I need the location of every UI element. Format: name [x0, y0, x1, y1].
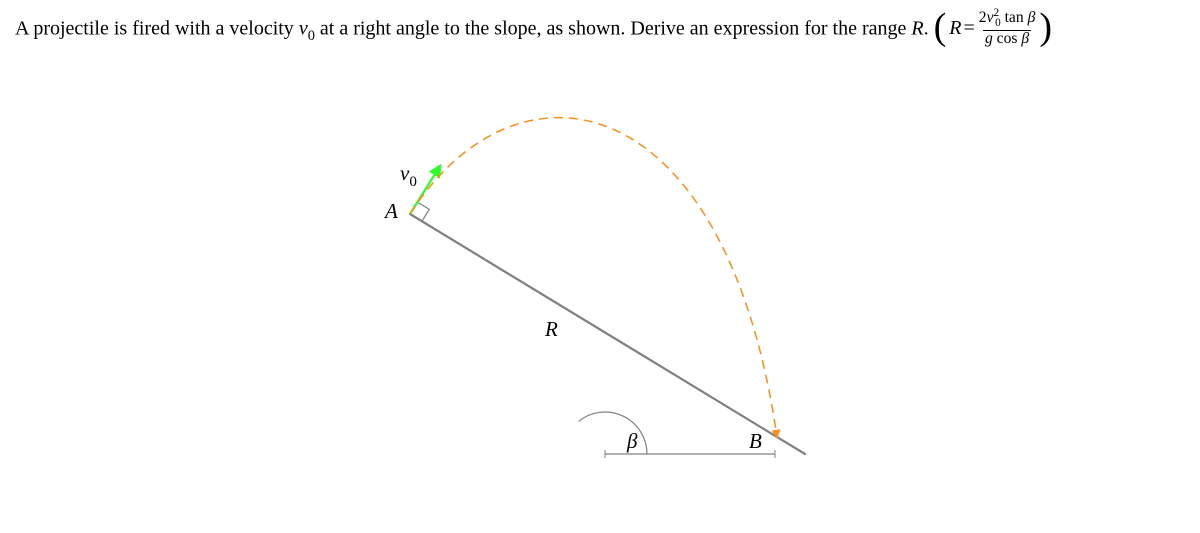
text-part-2: at a right angle to the slope, as shown.…: [315, 17, 911, 39]
label-R: R: [545, 317, 558, 342]
right-paren: ): [1039, 14, 1052, 41]
v0-var: v: [299, 17, 308, 39]
formula-numerator: 2v20 tan β: [977, 8, 1038, 30]
period: .: [924, 17, 934, 39]
num-tan: tan: [1001, 9, 1028, 26]
label-v0-sub: 0: [409, 174, 417, 190]
den-g: g: [985, 30, 993, 47]
num-beta: β: [1028, 9, 1036, 26]
num-2: 2: [979, 9, 987, 26]
figure-svg: [15, 59, 1185, 489]
problem-statement: A projectile is fired with a velocity v0…: [15, 10, 1185, 49]
formula-fraction: 2v20 tan β g cos β: [977, 8, 1038, 47]
label-v0: v0: [400, 161, 417, 190]
text-part-1: A projectile is fired with a velocity: [15, 17, 299, 39]
R-var: R: [911, 17, 923, 39]
v0-sub: 0: [308, 28, 315, 44]
den-beta: β: [1021, 30, 1029, 47]
figure: v0 A R β B: [15, 59, 1185, 489]
label-A: A: [385, 199, 398, 224]
formula-eq: =: [963, 13, 974, 43]
left-paren: (: [934, 14, 947, 41]
formula-R: R: [949, 13, 961, 43]
answer-formula: ( R = 2v20 tan β g cos β ): [934, 8, 1052, 47]
den-cos: cos: [993, 30, 1022, 47]
label-v0-v: v: [400, 161, 409, 185]
label-beta: β: [627, 429, 637, 454]
label-B: B: [749, 429, 762, 454]
formula-denominator: g cos β: [983, 30, 1031, 47]
